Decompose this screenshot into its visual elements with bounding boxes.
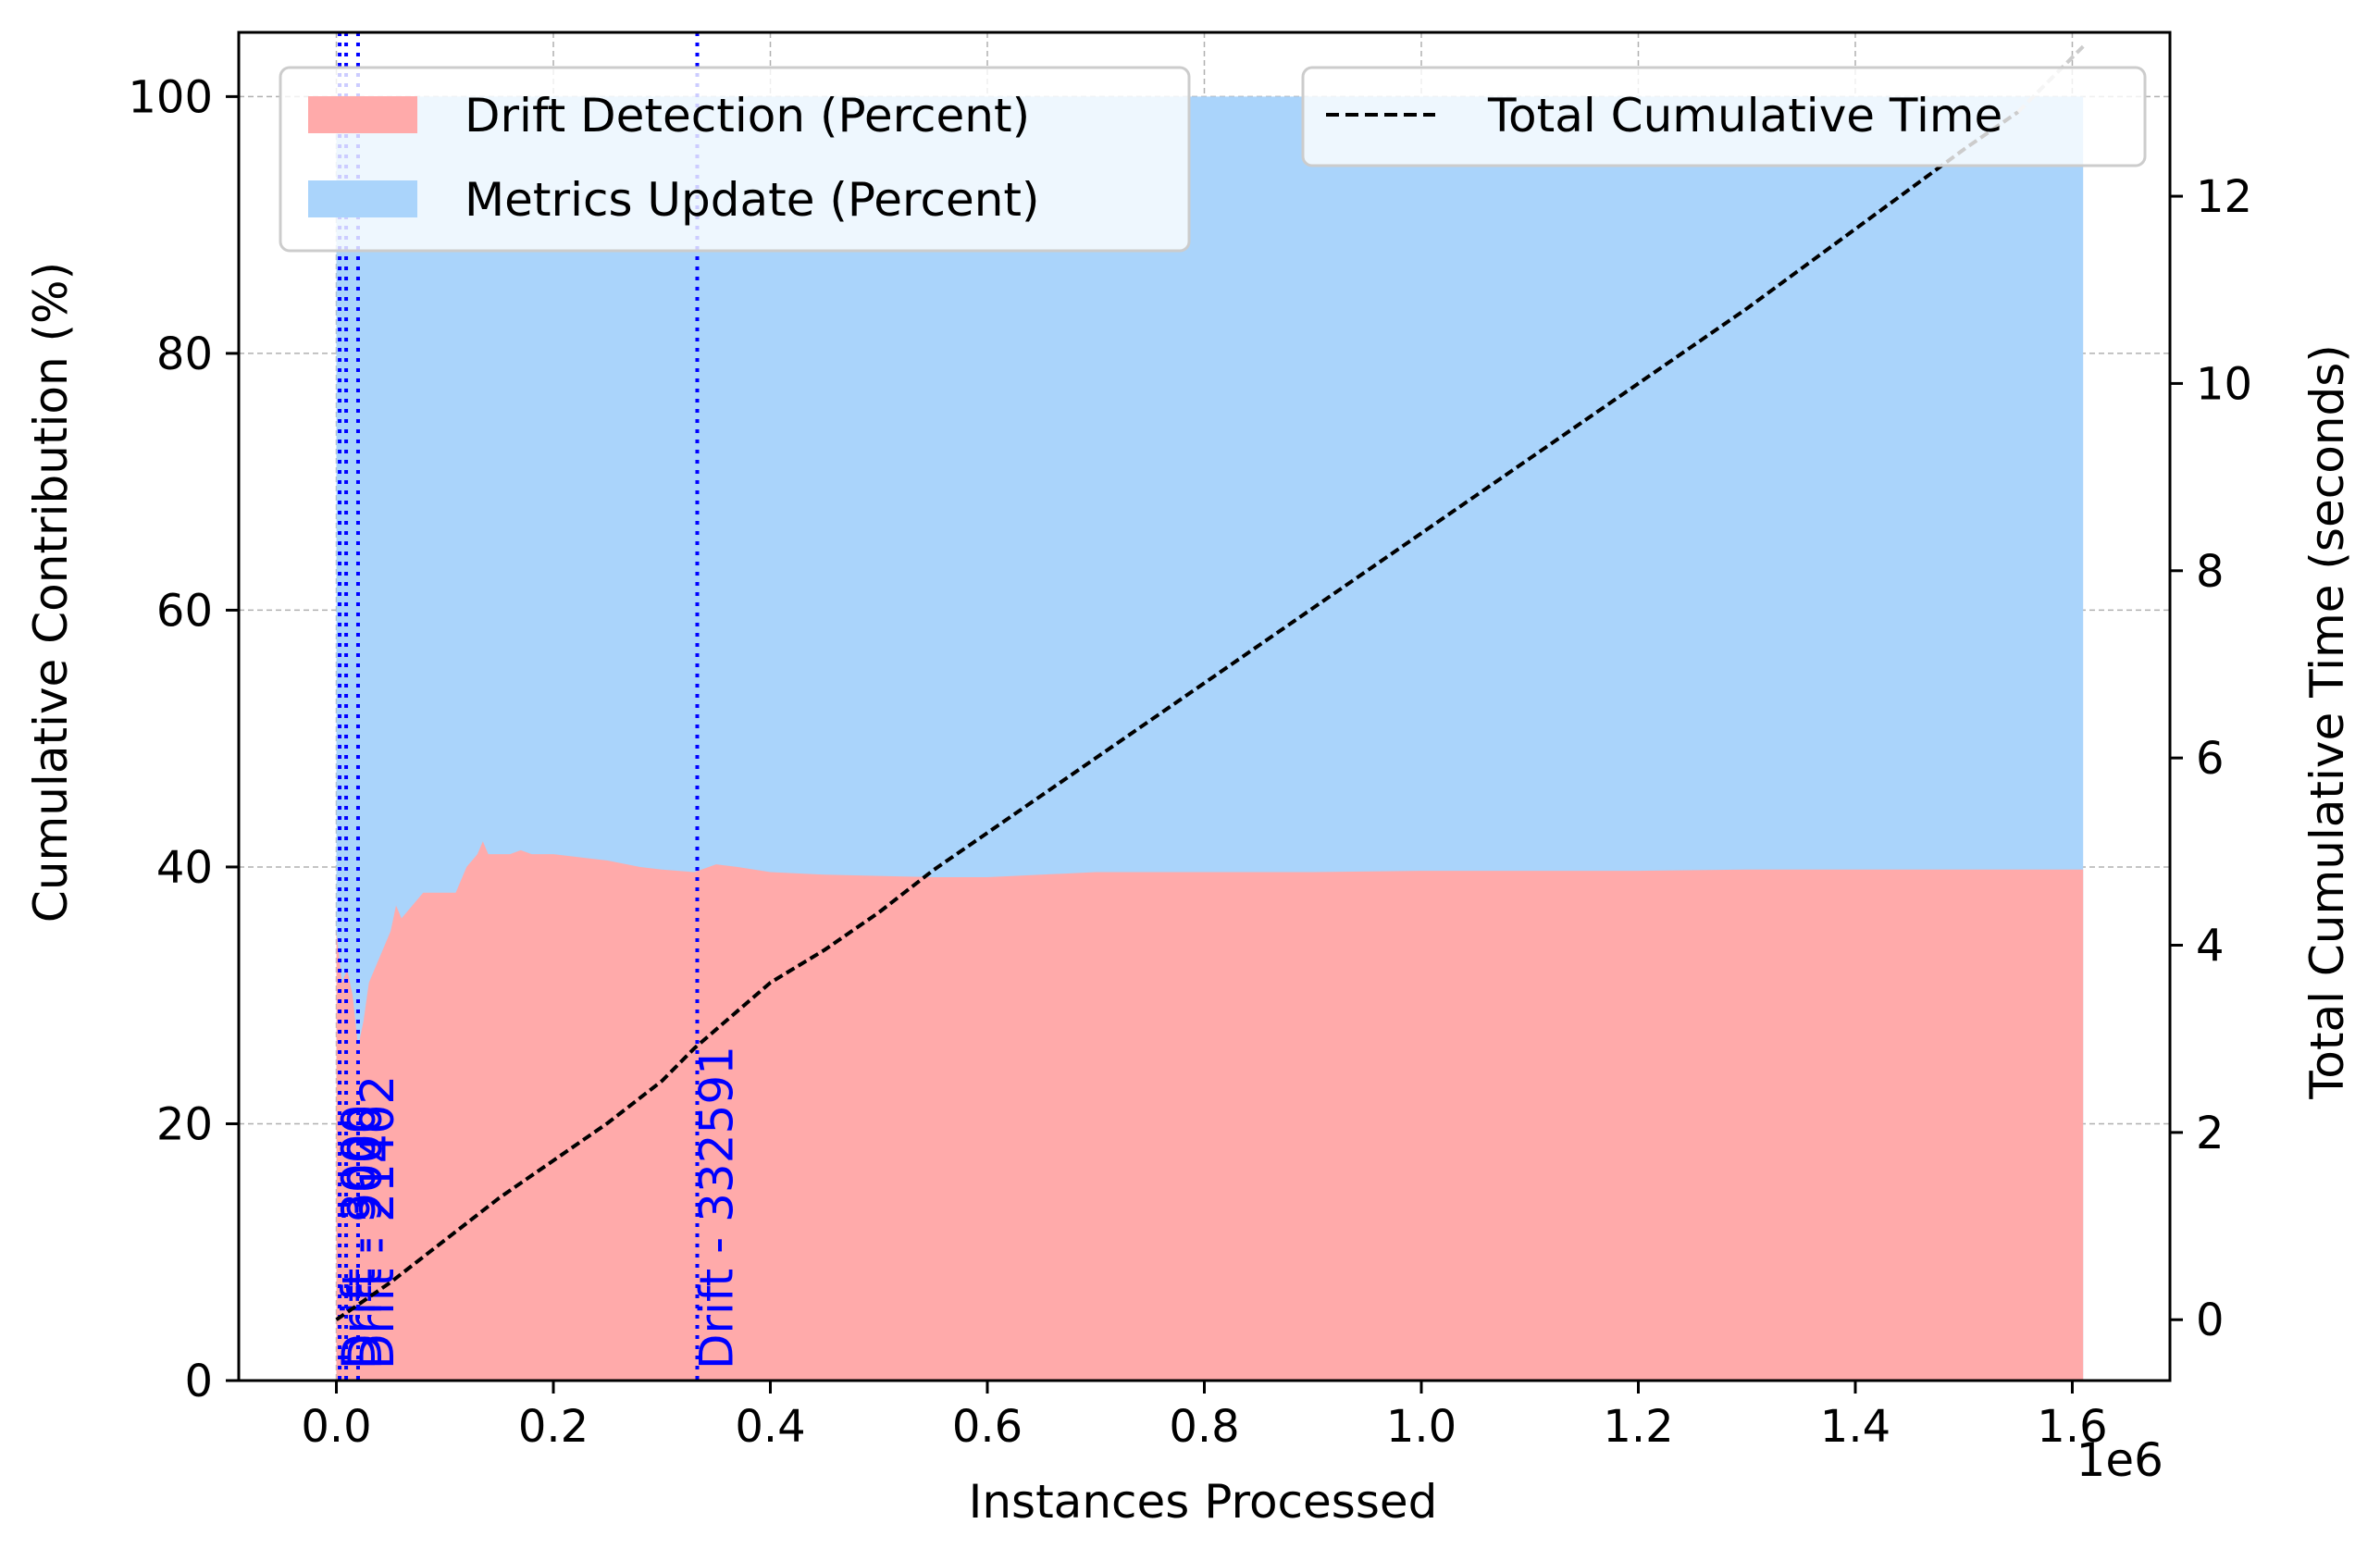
x-tick-label: 0.8: [1169, 1401, 1239, 1453]
legend-label-total: Total Cumulative Time: [1487, 89, 2002, 142]
total-cumulative-time-line: [335, 110, 2019, 1321]
area-layer: [336, 96, 2084, 1381]
x-axis-offset-label: 1e6: [2076, 1433, 2163, 1487]
y-right-tick-label: 2: [2196, 1108, 2225, 1159]
legend-label-drift: Drift Detection (Percent): [465, 89, 1030, 142]
x-axis-ticks: 0.0 0.2 0.4 0.6 0.8 1.0 1.2 1.4 1.6: [301, 1381, 2108, 1453]
x-tick-label: 0.4: [735, 1401, 805, 1453]
x-tick-label: 1.0: [1386, 1401, 1457, 1453]
y-left-tick-label: 40: [156, 842, 213, 894]
y-left-tick-label: 80: [156, 328, 213, 380]
x-tick-label: 0.0: [301, 1401, 371, 1453]
drift-marker-label: Drift - 332591: [689, 1046, 743, 1369]
legend-swatch-drift: [308, 96, 417, 133]
legend-right-box: [1301, 66, 2147, 167]
y-right-tick-label: 0: [2196, 1295, 2225, 1346]
legend-swatch-metrics: [308, 180, 417, 217]
x-axis-label: Instances Processed: [969, 1475, 1438, 1529]
x-tick-label: 0.2: [518, 1401, 589, 1453]
legend-label-metrics: Metrics Update (Percent): [465, 173, 1040, 227]
legend-left: Drift Detection (Percent) Metrics Update…: [279, 66, 1191, 253]
x-tick-label: 0.6: [952, 1401, 1023, 1453]
y-right-tick-label: 6: [2196, 733, 2225, 785]
legend-left-box: [279, 66, 1191, 253]
legend-right: Total Cumulative Time: [1301, 66, 2147, 167]
y-right-axis-label: Total Cumulative Time (seconds): [2300, 344, 2354, 1100]
drift-marker-label: Drift - 21402: [351, 1075, 404, 1369]
drift-detection-area: [336, 841, 2084, 1381]
y-left-tick-label: 20: [156, 1098, 213, 1150]
y-left-axis-label: Cumulative Contribution (%): [24, 262, 78, 923]
x-tick-label: 1.4: [1820, 1401, 1890, 1453]
x-tick-label: 1.6: [2037, 1401, 2107, 1453]
drift-marker-label: Drift - 9000: [339, 1105, 392, 1369]
y-right-tick-label: 12: [2196, 171, 2252, 223]
y-left-tick-label: 0: [184, 1356, 213, 1407]
y-right-tick-label: 8: [2196, 546, 2225, 598]
y-left-tick-label: 60: [156, 585, 213, 637]
y-left-axis-ticks: 0 20 40 60 80 100: [128, 71, 239, 1407]
y-right-tick-label: 4: [2196, 921, 2225, 973]
y-right-tick-label: 10: [2196, 358, 2252, 410]
y-right-axis-ticks: 0 2 4 6 8 10 12: [2170, 171, 2252, 1346]
y-left-tick-label: 100: [128, 71, 213, 123]
x-tick-label: 1.2: [1603, 1401, 1673, 1453]
